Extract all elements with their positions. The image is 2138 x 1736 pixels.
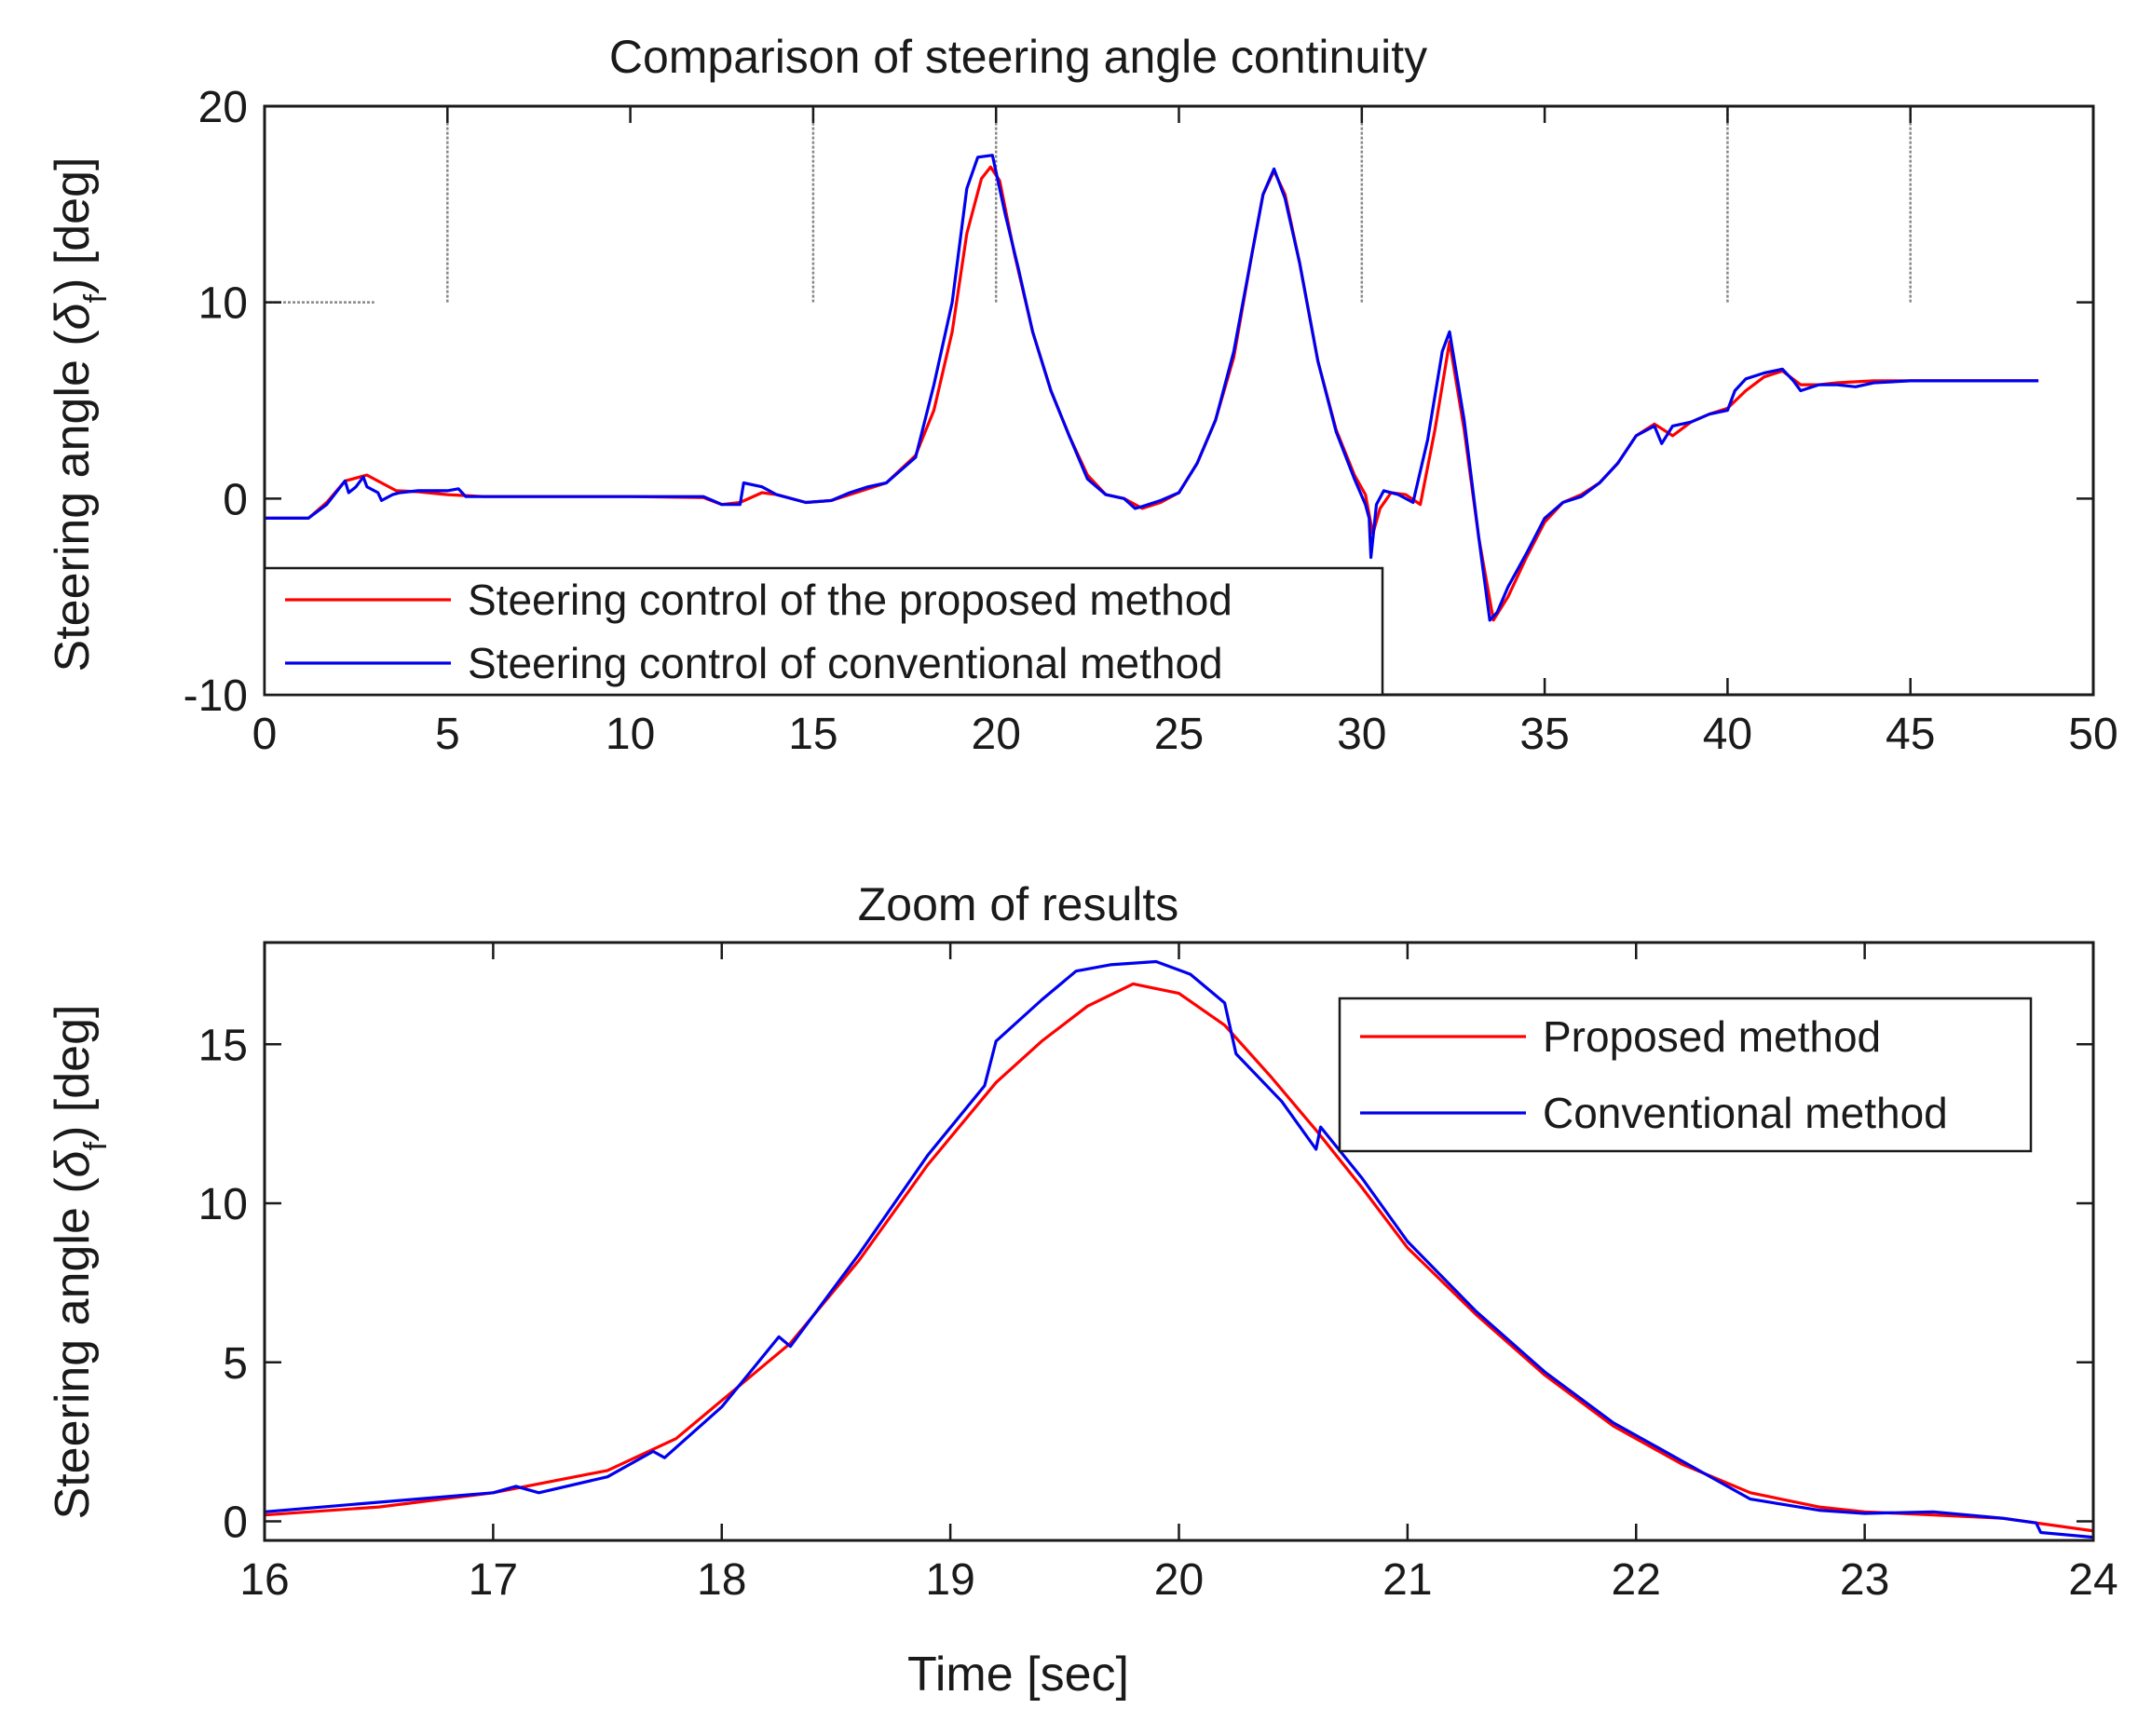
legend-box [263,566,1384,697]
x-tick-label: 30 [1337,710,1386,759]
x-tick-label: 0 [252,710,278,759]
y-tick-label: 10 [198,1180,248,1229]
chart-bottom-xlabel: Time [sec] [907,1648,1129,1702]
series-line-proposed [265,982,2093,1533]
x-tick-label: 40 [1703,710,1752,759]
chart-top-panel: Comparison of steering angle continuity … [46,31,2118,759]
y-tick-label: 10 [198,279,248,329]
x-tick-label: 10 [606,710,655,759]
x-tick-label: 16 [239,1555,289,1605]
x-tick-label: 35 [1519,710,1569,759]
series-line-conventional [265,154,2039,622]
x-tick-label: 24 [2068,1555,2118,1605]
y-tick-label: 0 [223,1499,248,1548]
series-line-proposed [265,165,2039,622]
legend-entry-proposed: Steering control of the proposed method [468,576,1232,624]
chart-bottom-ticks: 16 17 18 19 20 21 22 23 24 0 5 10 15 [198,943,2118,1605]
y-tick-label: 0 [223,475,248,524]
x-tick-label: 23 [1840,1555,1889,1605]
y-tick-label: 15 [198,1021,248,1070]
legend-entry-conventional: Conventional method [1543,1089,1948,1137]
chart-top-ylabel: Steering angle (δf) [deg] [46,157,114,672]
x-tick-label: 45 [1886,710,1935,759]
x-tick-label: 5 [435,710,460,759]
legend-entry-proposed: Proposed method [1543,1012,1881,1061]
x-tick-label: 18 [697,1555,746,1605]
series-line-conventional [265,959,2093,1539]
chart-top-marks [265,106,1912,304]
x-tick-label: 19 [925,1555,974,1605]
x-tick-label: 50 [2068,710,2118,759]
chart-top-legend: Steering control of the proposed method S… [263,566,1384,697]
x-tick-label: 21 [1382,1555,1432,1605]
y-tick-label: -10 [184,671,248,721]
x-tick-label: 20 [1154,1555,1204,1605]
chart-top-title: Comparison of steering angle continuity [609,31,1427,83]
chart-top-series [265,154,2039,622]
legend-box [1338,997,2033,1153]
x-tick-label: 22 [1612,1555,1661,1605]
y-tick-label: 20 [198,83,248,132]
x-tick-label: 15 [788,710,837,759]
x-tick-label: 17 [469,1555,518,1605]
legend-entry-conventional: Steering control of conventional method [468,639,1223,687]
chart-bottom-series [265,959,2093,1539]
x-tick-label: 25 [1154,710,1204,759]
x-tick-label: 20 [972,710,1021,759]
chart-bottom-ylabel: Steering angle (δf) [deg] [46,1005,114,1520]
chart-bottom-panel: Zoom of results Steering angle (δf) [deg… [46,878,2118,1702]
y-tick-label: 5 [223,1339,248,1389]
chart-bottom-legend: Proposed method Conventional method [1338,997,2033,1153]
chart-bottom-title: Zoom of results [858,878,1179,930]
